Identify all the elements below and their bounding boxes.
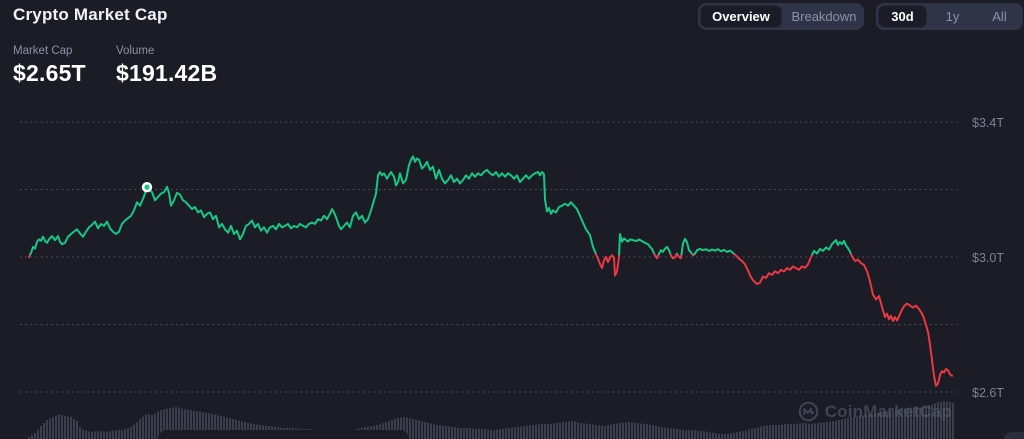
price-line-segment	[850, 253, 953, 387]
y-axis-label-3-0t: $3.0T	[972, 251, 1004, 265]
bottom-notch	[158, 430, 409, 439]
price-line-segment	[595, 253, 621, 277]
price-line-segment	[680, 237, 694, 256]
tab-overview[interactable]: Overview	[701, 6, 781, 27]
tab-breakdown[interactable]: Breakdown	[791, 9, 857, 24]
corner-widget-button[interactable]	[1004, 432, 1024, 439]
price-line-segment	[676, 253, 683, 260]
volume-label: Volume	[116, 45, 155, 57]
range-all-button[interactable]: All	[992, 9, 1007, 24]
price-line-segment	[653, 253, 660, 260]
market-cap-stat: Market Cap $2.65T	[13, 45, 86, 87]
market-cap-value: $2.65T	[13, 60, 86, 86]
price-line-segment	[657, 245, 672, 256]
volume-value: $191.42B	[116, 60, 218, 86]
price-line-segment	[811, 239, 853, 256]
price-line-segment	[733, 253, 814, 285]
y-axis-label-2-6t: $2.6T	[972, 386, 1004, 400]
price-marker-dot-core	[144, 184, 150, 190]
page-title: Crypto Market Cap	[13, 5, 168, 24]
price-line-segment	[618, 233, 656, 256]
price-line-segment	[693, 247, 736, 256]
price-line-segment	[29, 155, 597, 256]
market-cap-label: Market Cap	[13, 45, 73, 57]
price-line-segment	[669, 253, 678, 260]
range-30d-button[interactable]: 30d	[879, 6, 926, 27]
volume-stat: Volume $191.42B	[116, 45, 217, 87]
y-axis-label-3-4t: $3.4T	[972, 116, 1004, 130]
range-1y-button[interactable]: 1y	[945, 9, 960, 24]
range-toggle-group: 30d 1y All	[876, 3, 1023, 30]
view-toggle-group: Overview Breakdown	[698, 3, 864, 30]
